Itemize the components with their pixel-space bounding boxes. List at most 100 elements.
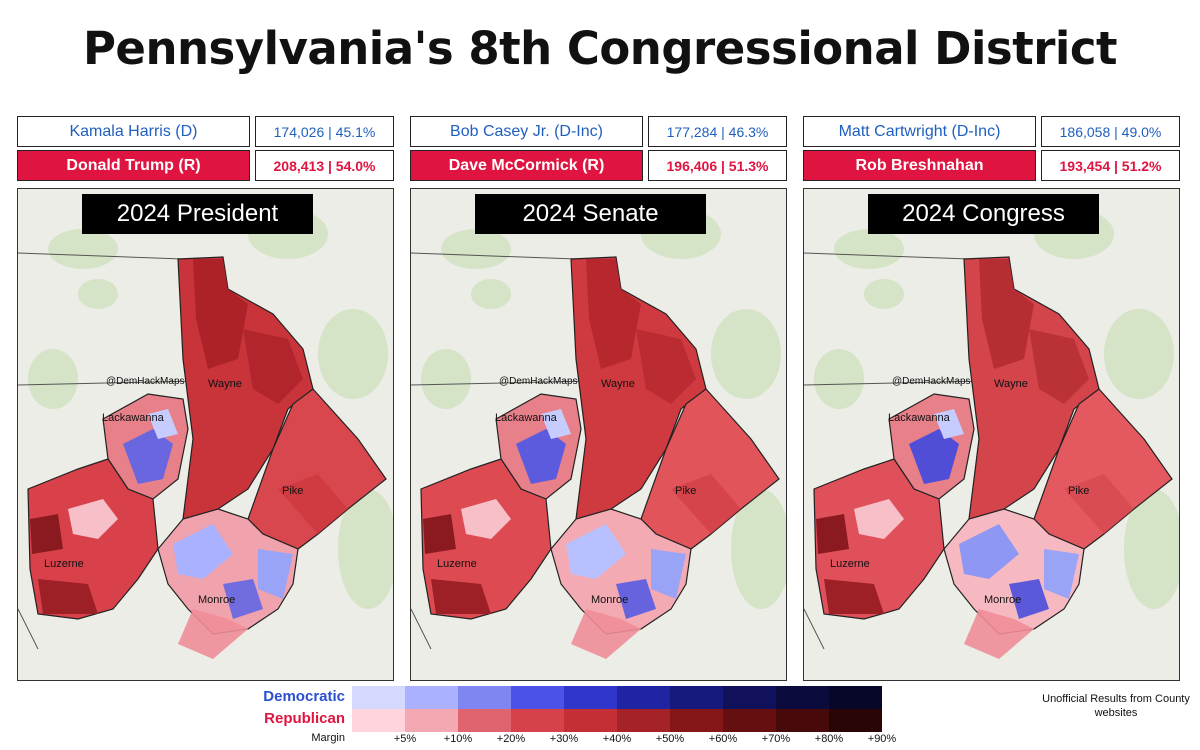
source-note: Unofficial Results from County websites	[1042, 693, 1190, 719]
dem-candidate: Bob Casey Jr. (D-Inc)	[410, 116, 643, 147]
legend-dem-swatch	[776, 686, 829, 709]
terrain-patch	[78, 279, 118, 309]
wayne-subarea	[636, 329, 696, 404]
pike-label: Pike	[675, 485, 696, 497]
race-label: 2024 President	[82, 194, 313, 234]
legend-margin-label: Margin	[311, 732, 345, 744]
legend-dem-swatch	[617, 686, 670, 709]
rep-row: Donald Trump (R) 208,413 | 54.0%	[17, 150, 394, 181]
monroe-subarea	[1044, 549, 1079, 599]
lackawanna-label: Lackawanna	[888, 412, 951, 424]
legend-dem-swatch	[670, 686, 723, 709]
luzerne-subarea	[423, 514, 456, 554]
luzerne-subarea	[816, 514, 849, 554]
legend-tick-label: +90%	[867, 733, 897, 745]
terrain-patch	[338, 489, 393, 609]
legend-tick-label: +10%	[443, 733, 473, 745]
terrain-patch	[731, 489, 786, 609]
monroe-subarea	[566, 524, 626, 579]
pike-subarea	[671, 474, 741, 534]
dem-candidate: Kamala Harris (D)	[17, 116, 250, 147]
terrain-patch	[814, 349, 864, 409]
dem-result: 177,284 | 46.3%	[648, 116, 787, 147]
terrain-patch	[28, 349, 78, 409]
luzerne-label: Luzerne	[830, 558, 870, 570]
lackawanna-label: Lackawanna	[495, 412, 558, 424]
legend-tick-label: +70%	[761, 733, 791, 745]
pike-label: Pike	[282, 485, 303, 497]
luzerne-subarea	[38, 579, 98, 614]
panel-congress: Matt Cartwright (D-Inc) 186,058 | 49.0% …	[803, 116, 1180, 681]
terrain-patch	[1104, 309, 1174, 399]
legend-rep-swatch	[723, 709, 776, 732]
race-label: 2024 Senate	[475, 194, 706, 234]
rep-candidate: Dave McCormick (R)	[410, 150, 643, 181]
boundary-line	[411, 380, 592, 386]
stroudsburg-area	[1009, 579, 1049, 619]
dem-result: 174,026 | 45.1%	[255, 116, 394, 147]
monroe-south-area	[964, 609, 1034, 659]
monroe-subarea	[959, 524, 1019, 579]
rep-row: Dave McCormick (R) 196,406 | 51.3%	[410, 150, 787, 181]
wilkes-barre-area	[68, 499, 118, 539]
dem-row: Bob Casey Jr. (D-Inc) 177,284 | 46.3%	[410, 116, 787, 147]
legend-democratic-label: Democratic	[263, 688, 345, 705]
legend-dem-swatch	[352, 686, 405, 709]
terrain-patch	[834, 229, 904, 269]
rep-candidate: Rob Breshnahan	[803, 150, 1036, 181]
terrain-patch	[864, 279, 904, 309]
legend-rep-swatch	[511, 709, 564, 732]
boundary-line	[804, 380, 985, 386]
scranton-area	[123, 429, 173, 484]
legend-tick-label: +30%	[549, 733, 579, 745]
monroe-subarea	[651, 549, 686, 599]
legend-dem-swatch	[723, 686, 776, 709]
stroudsburg-area	[223, 579, 263, 619]
terrain-patch	[711, 309, 781, 399]
terrain-patch	[471, 279, 511, 309]
wayne-label: Wayne	[994, 378, 1028, 390]
luzerne-county	[27, 458, 159, 620]
panel-president: Kamala Harris (D) 174,026 | 45.1% Donald…	[17, 116, 394, 681]
terrain-patch	[48, 229, 118, 269]
luzerne-label: Luzerne	[44, 558, 84, 570]
race-label: 2024 Congress	[868, 194, 1099, 234]
terrain-patch	[421, 349, 471, 409]
legend-rep-swatch	[458, 709, 511, 732]
results-table: Kamala Harris (D) 174,026 | 45.1% Donald…	[17, 116, 394, 184]
legend-dem-swatch	[405, 686, 458, 709]
terrain-patch	[1124, 489, 1179, 609]
legend-tick-label: +40%	[602, 733, 632, 745]
wayne-subarea	[243, 329, 303, 404]
credit-label: @DemHackMaps	[892, 376, 971, 387]
monroe-label: Monroe	[591, 594, 628, 606]
map-svg: @DemHackMaps Wayne Lackawanna Pike Luzerne Mo…	[411, 189, 786, 680]
scranton-area	[909, 429, 959, 484]
wilkes-barre-area	[461, 499, 511, 539]
results-table: Bob Casey Jr. (D-Inc) 177,284 | 46.3% Da…	[410, 116, 787, 184]
legend-republican-label: Republican	[264, 710, 345, 727]
monroe-label: Monroe	[984, 594, 1021, 606]
luzerne-subarea	[824, 579, 884, 614]
pike-subarea	[1064, 474, 1134, 534]
rep-result: 193,454 | 51.2%	[1041, 150, 1180, 181]
lackawanna-label: Lackawanna	[102, 412, 165, 424]
luzerne-county	[813, 458, 945, 620]
monroe-subarea	[173, 524, 233, 579]
legend-tick-label: +80%	[814, 733, 844, 745]
legend-dem-swatch	[511, 686, 564, 709]
results-table: Matt Cartwright (D-Inc) 186,058 | 49.0% …	[803, 116, 1180, 184]
legend-tick-label: +60%	[708, 733, 738, 745]
legend-rep-swatch	[776, 709, 829, 732]
wilkes-barre-area	[854, 499, 904, 539]
luzerne-subarea	[431, 579, 491, 614]
legend-dem-swatch	[564, 686, 617, 709]
legend-rep-swatch	[617, 709, 670, 732]
luzerne-subarea	[30, 514, 63, 554]
dem-row: Kamala Harris (D) 174,026 | 45.1%	[17, 116, 394, 147]
monroe-south-area	[571, 609, 641, 659]
rep-result: 196,406 | 51.3%	[648, 150, 787, 181]
district-map: @DemHackMaps Wayne Lackawanna Pike Luzerne Mo…	[17, 188, 394, 681]
panel-senate: Bob Casey Jr. (D-Inc) 177,284 | 46.3% Da…	[410, 116, 787, 681]
rep-candidate: Donald Trump (R)	[17, 150, 250, 181]
